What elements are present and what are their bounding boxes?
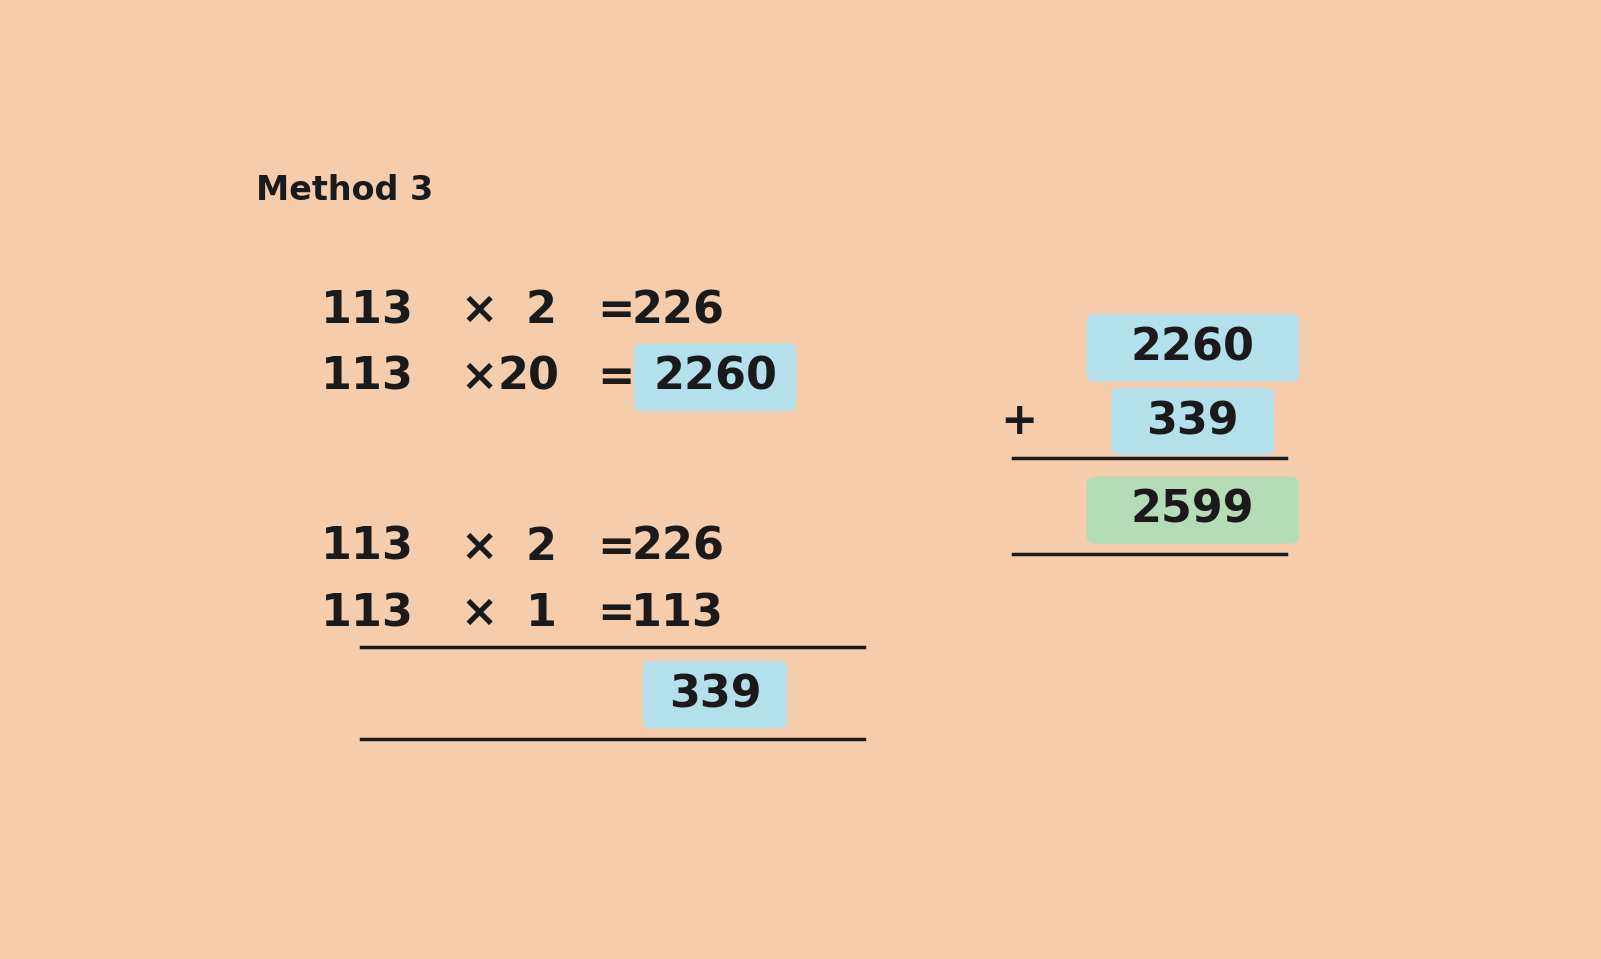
Text: 113: 113 bbox=[322, 526, 415, 569]
Text: 113: 113 bbox=[631, 592, 724, 635]
Text: 339: 339 bbox=[1146, 400, 1239, 443]
Text: ×: × bbox=[461, 526, 498, 569]
Text: Method 3: Method 3 bbox=[256, 175, 434, 207]
Text: =: = bbox=[597, 356, 634, 399]
Text: 2260: 2260 bbox=[1130, 326, 1255, 369]
Text: 1: 1 bbox=[525, 592, 557, 635]
Text: 20: 20 bbox=[498, 356, 560, 399]
FancyBboxPatch shape bbox=[1087, 477, 1298, 544]
Text: 2260: 2260 bbox=[653, 356, 776, 399]
Text: 113: 113 bbox=[322, 592, 415, 635]
FancyBboxPatch shape bbox=[1111, 388, 1274, 456]
Text: =: = bbox=[597, 592, 634, 635]
Text: 339: 339 bbox=[669, 673, 762, 716]
FancyBboxPatch shape bbox=[644, 661, 788, 728]
FancyBboxPatch shape bbox=[634, 343, 796, 410]
Text: 2: 2 bbox=[525, 290, 557, 332]
Text: ×: × bbox=[461, 356, 498, 399]
Text: ×: × bbox=[461, 290, 498, 332]
Text: 226: 226 bbox=[631, 290, 724, 332]
Text: 113: 113 bbox=[322, 290, 415, 332]
Text: ×: × bbox=[461, 592, 498, 635]
FancyBboxPatch shape bbox=[1087, 315, 1298, 382]
Text: 2: 2 bbox=[525, 526, 557, 569]
Text: 2599: 2599 bbox=[1130, 489, 1255, 531]
Text: =: = bbox=[597, 526, 634, 569]
Text: 113: 113 bbox=[322, 356, 415, 399]
Text: 226: 226 bbox=[631, 526, 724, 569]
Text: =: = bbox=[597, 290, 634, 332]
Text: +: + bbox=[1001, 400, 1037, 443]
